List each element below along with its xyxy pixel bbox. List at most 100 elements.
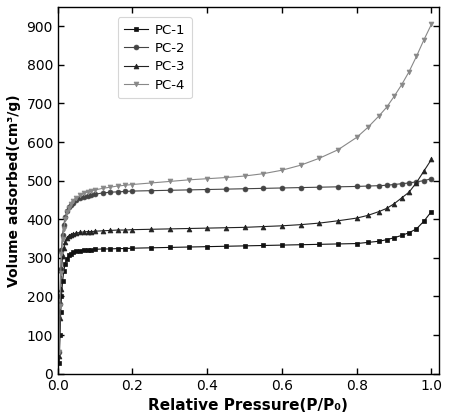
PC-3 <box>279 223 285 228</box>
PC-4 <box>384 105 389 110</box>
PC-3 <box>406 190 412 195</box>
PC-2 <box>63 215 68 220</box>
PC-3 <box>261 224 266 229</box>
PC-3 <box>421 168 427 173</box>
PC-2 <box>392 182 397 187</box>
PC-2 <box>70 200 76 205</box>
PC-4 <box>63 217 68 222</box>
PC-3 <box>57 354 62 359</box>
PC-1 <box>365 240 371 245</box>
PC-3 <box>70 231 76 236</box>
PC-3 <box>61 246 67 251</box>
PC-2 <box>122 189 128 194</box>
PC-2 <box>399 181 404 186</box>
PC-1 <box>64 256 70 261</box>
PC-1 <box>59 294 64 299</box>
PC-4 <box>204 176 210 181</box>
PC-2 <box>148 188 154 193</box>
PC-1 <box>81 248 86 253</box>
PC-1 <box>335 241 341 247</box>
PC-4 <box>61 226 67 231</box>
Legend: PC-1, PC-2, PC-3, PC-4: PC-1, PC-2, PC-3, PC-4 <box>118 17 192 98</box>
PC-1 <box>261 243 266 248</box>
PC-2 <box>85 193 90 198</box>
PC-2 <box>74 198 79 203</box>
PC-2 <box>92 192 98 197</box>
PC-3 <box>317 220 322 226</box>
PC-4 <box>74 195 79 200</box>
PC-4 <box>89 188 94 193</box>
PC-1 <box>223 244 229 249</box>
PC-3 <box>204 226 210 231</box>
PC-3 <box>167 226 172 231</box>
PC-4 <box>77 193 83 198</box>
PC-1 <box>60 278 65 284</box>
PC-1 <box>100 247 105 252</box>
PC-3 <box>376 209 382 214</box>
PC-1 <box>89 247 94 252</box>
PC-1 <box>122 246 128 251</box>
PC-3 <box>414 180 419 185</box>
PC-1 <box>70 250 76 255</box>
PC-3 <box>354 215 360 220</box>
PC-4 <box>399 82 404 87</box>
PC-3 <box>89 229 94 234</box>
PC-1 <box>186 244 191 249</box>
PC-2 <box>406 181 412 186</box>
PC-1 <box>148 245 154 250</box>
PC-4 <box>64 210 70 215</box>
Y-axis label: Volume adsorbed(cm³/g): Volume adsorbed(cm³/g) <box>7 94 21 286</box>
PC-4 <box>167 179 172 184</box>
PC-4 <box>57 304 63 309</box>
PC-2 <box>100 191 105 196</box>
PC-3 <box>66 234 72 239</box>
PC-4 <box>122 183 128 188</box>
PC-2 <box>61 223 67 228</box>
PC-4 <box>317 156 322 161</box>
PC-4 <box>85 189 90 194</box>
PC-1 <box>279 243 285 248</box>
PC-2 <box>317 185 322 190</box>
PC-1 <box>242 243 248 248</box>
PC-2 <box>57 350 62 355</box>
PC-4 <box>70 199 76 204</box>
PC-4 <box>60 236 65 241</box>
PC-4 <box>406 69 412 74</box>
Line: PC-3: PC-3 <box>57 157 434 359</box>
PC-2 <box>108 190 113 195</box>
PC-2 <box>279 186 285 191</box>
PC-1 <box>58 310 63 315</box>
PC-1 <box>68 251 73 256</box>
PC-3 <box>186 226 191 231</box>
PC-1 <box>130 246 135 251</box>
PC-2 <box>77 196 83 201</box>
PC-1 <box>384 237 389 242</box>
PC-1 <box>392 235 397 240</box>
PC-2 <box>66 205 72 210</box>
PC-4 <box>414 54 419 59</box>
PC-4 <box>57 350 62 355</box>
PC-1 <box>421 219 427 224</box>
PC-2 <box>186 187 191 192</box>
PC-1 <box>66 252 72 257</box>
PC-2 <box>384 183 389 188</box>
PC-4 <box>92 187 98 192</box>
X-axis label: Relative Pressure(P/P₀): Relative Pressure(P/P₀) <box>148 398 348 413</box>
PC-3 <box>122 228 128 233</box>
PC-4 <box>279 168 285 173</box>
PC-1 <box>74 249 79 254</box>
PC-3 <box>242 225 248 230</box>
PC-3 <box>77 230 83 235</box>
Line: PC-1: PC-1 <box>57 209 434 365</box>
PC-1 <box>77 248 83 253</box>
PC-2 <box>68 202 73 207</box>
PC-2 <box>335 184 341 189</box>
PC-4 <box>223 175 229 180</box>
PC-2 <box>58 267 63 272</box>
PC-3 <box>335 218 341 223</box>
PC-2 <box>81 194 86 200</box>
PC-3 <box>392 201 397 206</box>
PC-3 <box>365 213 371 218</box>
PC-1 <box>92 247 98 252</box>
PC-3 <box>108 228 113 233</box>
